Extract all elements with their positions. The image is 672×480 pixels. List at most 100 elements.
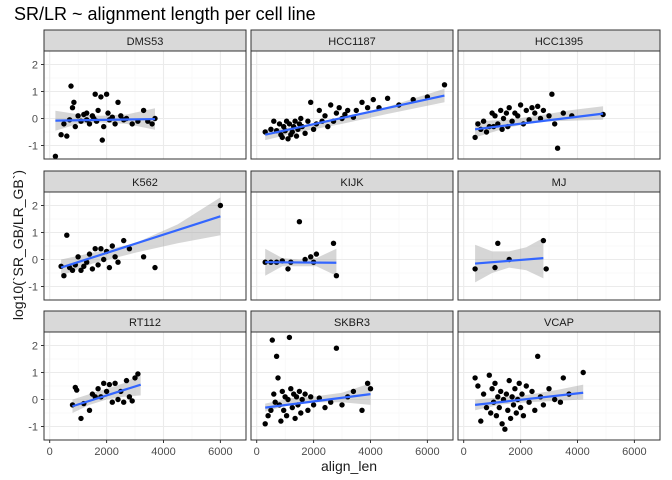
data-point: [489, 386, 495, 392]
data-point: [129, 121, 135, 127]
data-point: [480, 391, 487, 397]
facet-label: DMS53: [127, 36, 164, 48]
data-point: [61, 121, 67, 127]
chart-title: SR/LR ~ alignment length per cell line: [14, 4, 316, 24]
data-point: [58, 132, 64, 138]
data-point: [86, 121, 93, 127]
regression-line: [265, 261, 337, 264]
regression-line: [60, 215, 221, 269]
data-point: [333, 273, 340, 279]
data-point: [532, 110, 538, 116]
data-point: [95, 386, 101, 392]
data-point: [325, 123, 331, 130]
data-point: [509, 118, 515, 124]
panel-border: [43, 331, 247, 441]
y-tick-label: -1: [28, 141, 38, 153]
data-point: [310, 402, 317, 408]
data-point: [308, 99, 314, 106]
data-point: [552, 121, 558, 127]
data-point: [118, 113, 124, 119]
data-point: [526, 117, 532, 123]
data-point: [503, 110, 510, 116]
data-point: [285, 266, 291, 272]
data-point: [78, 267, 84, 273]
data-point: [532, 407, 538, 413]
data-point: [546, 386, 552, 392]
data-point: [552, 396, 558, 403]
facet-label: VCAP: [544, 317, 574, 329]
data-point: [103, 388, 110, 395]
data-point: [472, 266, 478, 272]
data-point: [557, 399, 564, 405]
data-point: [313, 251, 320, 257]
facet-label: HCC1395: [535, 36, 583, 48]
facet-label: RT112: [129, 317, 161, 329]
panel-border: [457, 331, 661, 441]
data-point: [328, 102, 334, 108]
data-point: [61, 273, 67, 279]
data-point: [495, 394, 501, 400]
data-point: [580, 369, 586, 376]
data-point: [498, 107, 504, 114]
data-point: [305, 118, 311, 124]
data-point: [92, 91, 98, 97]
regression-line: [265, 393, 371, 409]
data-point: [286, 334, 293, 341]
data-point: [101, 380, 107, 386]
regression-line: [474, 257, 544, 265]
data-point: [472, 134, 478, 141]
data-point: [281, 123, 287, 130]
data-point: [384, 95, 391, 102]
data-point: [502, 426, 508, 432]
data-point: [410, 96, 416, 103]
data-point: [507, 415, 514, 422]
data-point: [546, 113, 552, 119]
data-point: [268, 407, 274, 413]
data-point: [283, 413, 290, 419]
data-point: [515, 113, 521, 119]
data-point: [492, 113, 498, 119]
data-point: [523, 383, 529, 389]
data-point: [540, 107, 547, 114]
data-point: [293, 133, 300, 139]
data-point: [520, 413, 527, 419]
data-point: [292, 118, 298, 124]
data-point: [95, 262, 101, 268]
data-point: [288, 386, 294, 392]
data-point: [262, 421, 268, 427]
data-point: [64, 232, 70, 238]
data-point: [121, 237, 127, 244]
data-point: [480, 118, 487, 124]
data-point: [140, 107, 147, 114]
data-point: [342, 111, 348, 118]
data-point: [98, 94, 104, 100]
data-point: [496, 404, 502, 411]
data-point: [109, 243, 116, 249]
data-point: [72, 123, 79, 130]
data-point: [276, 121, 283, 127]
data-point: [526, 399, 532, 405]
data-point: [298, 115, 304, 122]
data-point: [99, 137, 106, 143]
data-point: [529, 105, 535, 111]
x-tick-label: 6000: [208, 446, 232, 458]
data-point: [503, 391, 510, 397]
data-point: [339, 402, 345, 408]
data-point: [367, 386, 374, 392]
data-point: [540, 237, 547, 244]
data-point: [486, 372, 492, 378]
data-point: [98, 246, 104, 252]
data-point: [95, 107, 101, 114]
data-point: [285, 396, 291, 403]
data-point: [500, 115, 507, 122]
data-point: [292, 415, 298, 422]
data-point: [513, 410, 519, 416]
data-point: [105, 110, 111, 116]
data-point: [305, 407, 311, 413]
data-point: [271, 118, 277, 124]
data-point: [345, 107, 351, 114]
data-point: [75, 254, 81, 260]
data-point: [330, 240, 337, 246]
data-point: [498, 388, 504, 395]
data-point: [308, 394, 314, 400]
